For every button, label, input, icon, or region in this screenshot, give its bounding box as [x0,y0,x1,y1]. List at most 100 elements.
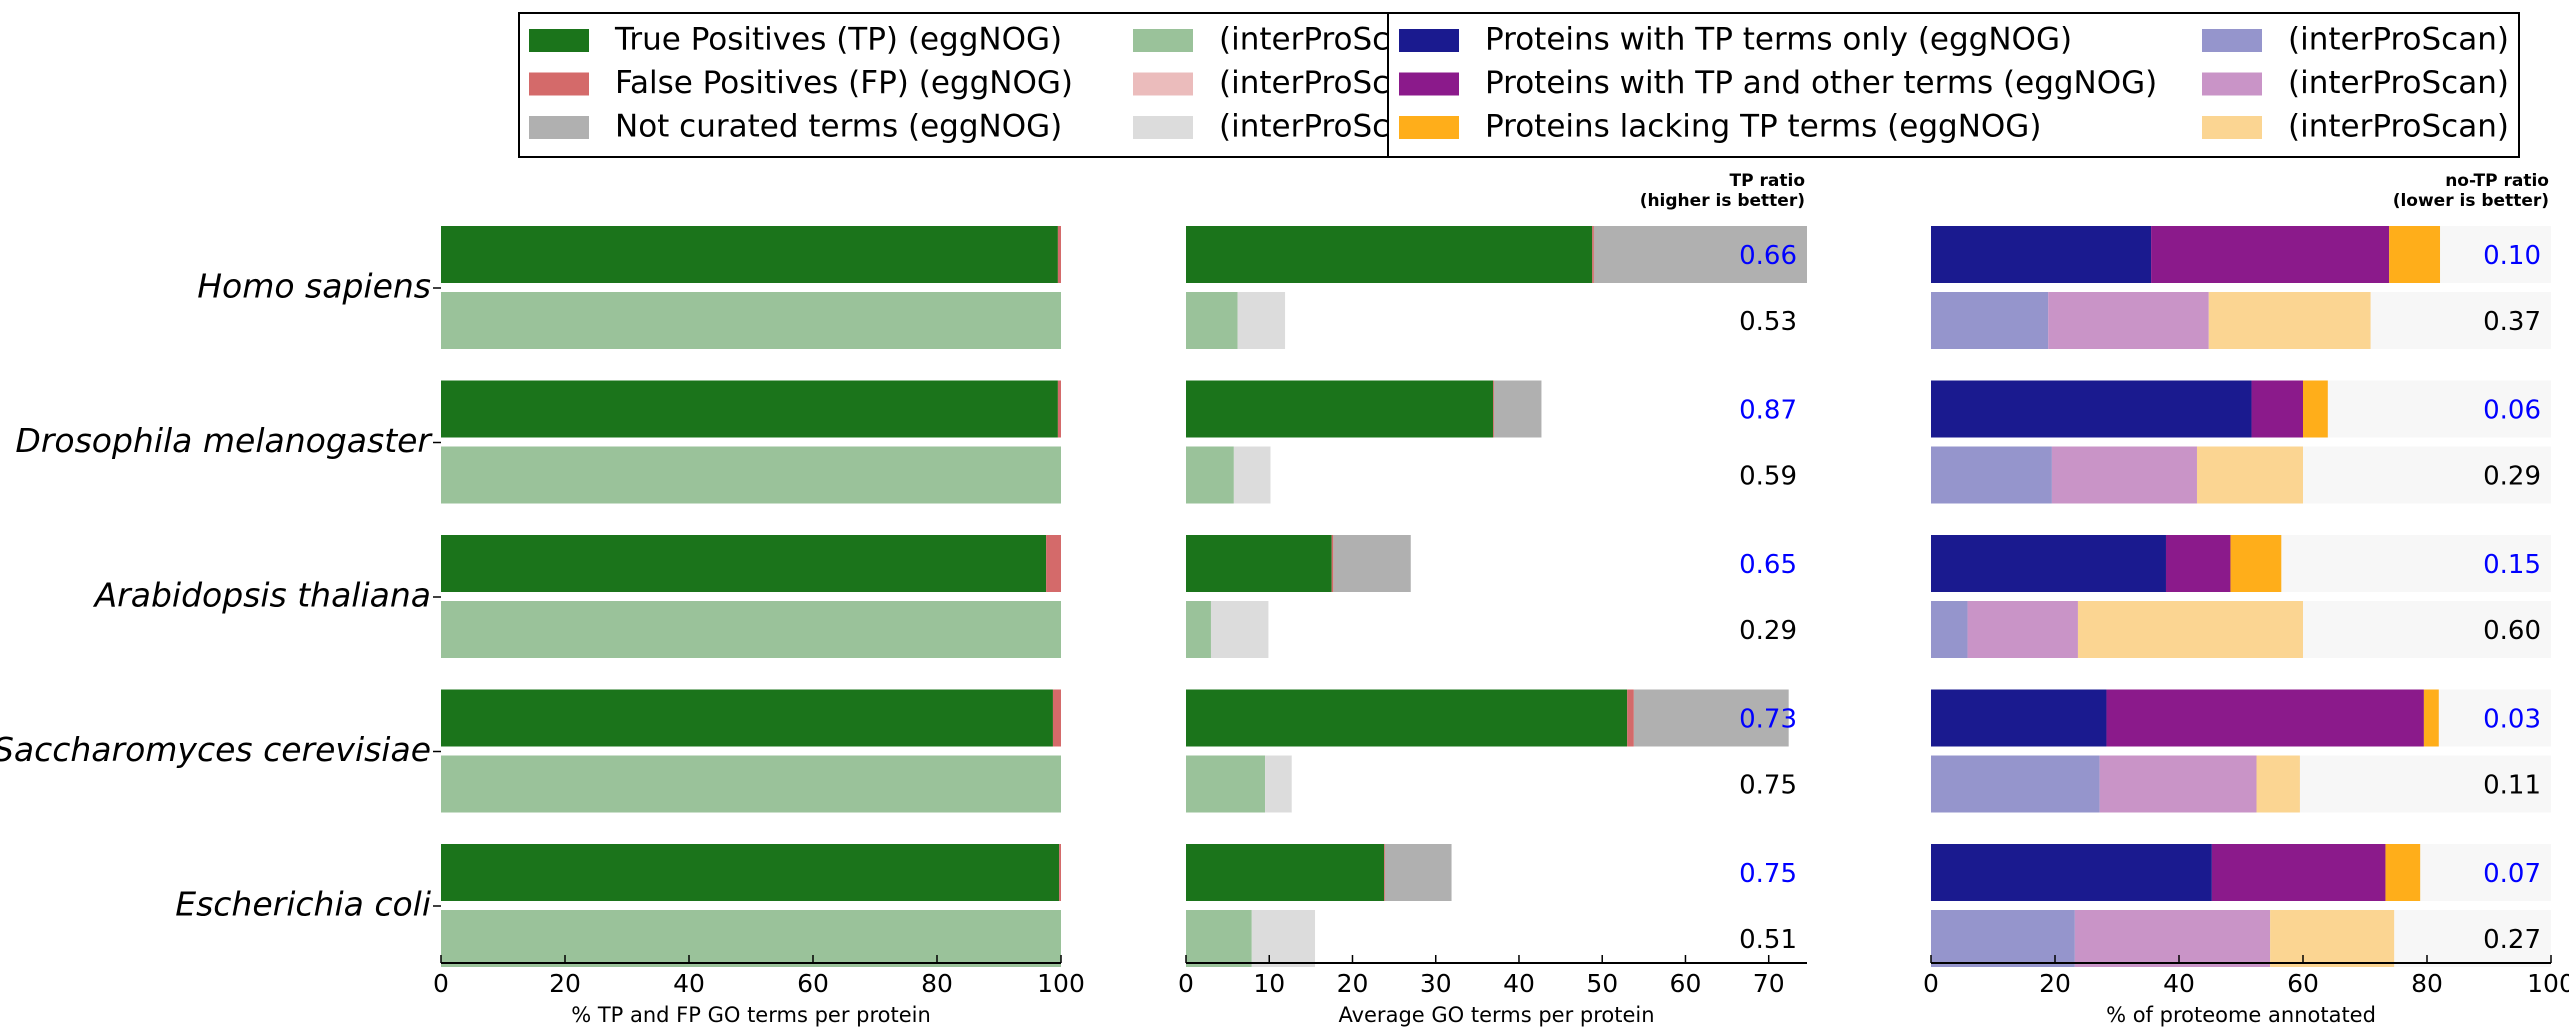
bar-segment [441,535,1047,592]
category-label: Arabidopsis thaliana [93,576,431,615]
bar-segment [441,910,1061,967]
ratio-label: 0.06 [2483,396,2541,426]
bar-segment [1931,689,2107,747]
bar-segment [1633,689,1789,747]
x-tick-label: 20 [2039,969,2071,998]
legend-swatch [1399,29,1459,52]
ratio-label: 0.29 [2483,462,2541,492]
bar-segment [1251,910,1316,967]
bar-segment [2099,755,2257,813]
ratio-label: 0.65 [1739,550,1797,580]
legend-label: Proteins lacking TP terms (eggNOG) [1485,109,2041,145]
legend-swatch [2202,72,2262,96]
bar-segment [1931,380,2252,438]
ratio-label: 0.07 [2483,859,2541,889]
bar-segment [1059,844,1061,901]
x-tick-label: 40 [1503,969,1535,998]
bar-segment [1186,446,1234,504]
bar-segment [1931,446,2052,504]
x-tick-label: 0 [1178,969,1194,998]
bar-segment [1186,844,1385,901]
bar-segment [1384,844,1385,901]
bar-segment [1186,910,1252,967]
bar-segment [1331,535,1334,592]
x-tick-label: 100 [1037,969,1085,998]
ratio-label: 0.73 [1739,705,1797,735]
ratio-label: 0.29 [1739,616,1797,646]
bar-segment [1931,601,1968,658]
bar-segment [1210,601,1269,658]
ratio-title: no-TP ratio [2445,171,2549,191]
x-tick-label: 20 [549,969,581,998]
legend-label: True Positives (TP) (eggNOG) [614,22,1062,58]
bar-segment [2423,689,2439,747]
legend-label: Not curated terms (eggNOG) [615,109,1062,145]
bar-segment [1057,226,1061,283]
x-tick-label: 10 [1253,969,1285,998]
bar-segment [441,226,1058,283]
category-label: Drosophila melanogaster [15,421,433,460]
bar-segment [2230,535,2282,592]
ratio-label: 0.75 [1739,771,1797,801]
bar-segment [1931,910,2075,967]
bar-segment [2074,910,2271,967]
bar-segment [2385,844,2421,901]
legend-swatch [529,116,589,139]
bar-segment [2256,755,2300,813]
bar-segment [2303,380,2328,438]
ratio-label: 0.59 [1739,462,1797,492]
bar-segment [2270,910,2395,967]
bar-segment [2048,292,2209,349]
x-tick-label: 40 [673,969,705,998]
legend-swatch [1133,29,1193,52]
x-tick-label: 60 [2287,969,2319,998]
bar-segment [2251,380,2303,438]
bar-segment [441,446,1061,504]
ratio-label: 0.03 [2483,705,2541,735]
ratio-label: 0.10 [2483,241,2541,271]
bar-segment [2051,446,2197,504]
bar-segment [1931,292,2049,349]
bar-segment [1592,226,1594,283]
bar-segment [1186,535,1332,592]
x-axis-title: Average GO terms per protein [1338,1003,1654,1027]
x-tick-label: 20 [1337,969,1369,998]
category-label: Escherichia coli [175,885,431,924]
x-tick-label: 70 [1753,969,1785,998]
bar-segment [1046,535,1061,592]
legend-label: False Positives (FP) (eggNOG) [615,65,1073,101]
ratio-title: TP ratio [1730,171,1805,191]
x-axis-title: % TP and FP GO terms per protein [571,1003,931,1027]
bar-segment [1333,535,1411,592]
bar-segment [2151,226,2390,283]
ratio-title: (lower is better) [2393,191,2549,211]
legend-swatch [2202,29,2262,52]
ratio-label: 0.75 [1739,859,1797,889]
ratio-label: 0.27 [2483,925,2541,955]
ratio-label: 0.66 [1739,241,1797,271]
legend-swatch [1133,72,1193,96]
bar-segment [1057,380,1061,438]
bar-segment [1593,226,1807,283]
x-tick-label: 60 [1670,969,1702,998]
x-tick-label: 50 [1586,969,1618,998]
bar-segment [2211,844,2386,901]
bar-segment [1931,535,2166,592]
bar-segment [2208,292,2371,349]
bar-segment [1931,844,2212,901]
legend-swatch [529,72,589,96]
bar-segment [2196,446,2303,504]
legend-label: Proteins with TP terms only (eggNOG) [1485,22,2072,58]
bar-segment [1384,844,1452,901]
bar-segment [441,601,1061,658]
x-tick-label: 40 [2163,969,2195,998]
ratio-label: 0.15 [2483,550,2541,580]
ratio-title: (higher is better) [1640,191,1805,211]
legend-swatch [2202,116,2262,139]
ratio-label: 0.60 [2483,616,2541,646]
x-tick-label: 0 [433,969,449,998]
bar-segment [1237,292,1286,349]
bar-segment [441,844,1060,901]
